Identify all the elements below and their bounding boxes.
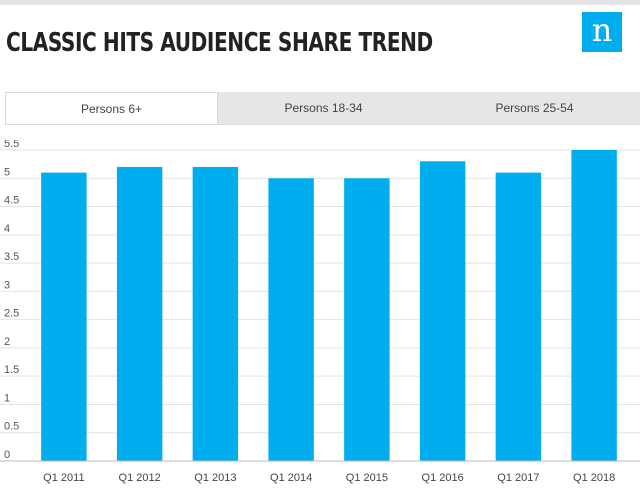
y-tick-label: 3.5 xyxy=(4,251,19,263)
bar xyxy=(495,172,542,462)
bar xyxy=(268,178,314,461)
y-tick-label: 1.5 xyxy=(4,364,19,376)
y-tick-label: 4.5 xyxy=(4,195,19,207)
x-tick-label: Q1 2014 xyxy=(270,472,312,484)
chart-title: CLASSIC HITS AUDIENCE SHARE TREND xyxy=(6,28,433,58)
tab-persons-6-plus[interactable]: Persons 6+ xyxy=(5,92,218,124)
x-tick-label: Q1 2015 xyxy=(346,472,388,484)
tab-persons-18-34[interactable]: Persons 18-34 xyxy=(284,101,363,115)
x-tick-label: Q1 2012 xyxy=(119,472,161,484)
y-tick-label: 2 xyxy=(4,336,10,348)
x-tick-label: Q1 2018 xyxy=(573,472,615,484)
y-tick-label: 5.5 xyxy=(4,140,19,150)
bar xyxy=(192,166,239,462)
y-tick-label: 3 xyxy=(4,279,10,291)
top-rule xyxy=(0,0,640,5)
y-tick-label: 0.5 xyxy=(4,421,19,433)
bar xyxy=(419,161,466,462)
y-tick-label: 5 xyxy=(4,166,10,178)
bar xyxy=(344,178,390,461)
x-tick-label: Q1 2017 xyxy=(497,472,539,484)
tab-divider xyxy=(5,124,640,125)
y-tick-label: 1 xyxy=(4,392,10,404)
bar xyxy=(116,166,163,462)
bar xyxy=(571,150,617,461)
y-tick-label: 4 xyxy=(4,223,10,235)
y-tick-label: 2.5 xyxy=(4,308,19,320)
nielsen-logo: n xyxy=(582,12,622,52)
y-tick-label: 0 xyxy=(4,449,10,461)
x-tick-label: Q1 2016 xyxy=(422,472,464,484)
x-tick-label: Q1 2011 xyxy=(43,472,84,484)
bar xyxy=(41,172,87,462)
bar-chart: 0 0.5 1 1.5 2 2.5 3 3.5 4 4.5 5 5.5 Q1 2011 Q1 2012 Q1… xyxy=(0,140,640,484)
x-tick-label: Q1 2013 xyxy=(194,472,236,484)
tab-persons-25-54[interactable]: Persons 25-54 xyxy=(495,101,574,115)
audience-tabs: Persons 6+ Persons 18-34 Persons 25-54 xyxy=(5,92,640,124)
